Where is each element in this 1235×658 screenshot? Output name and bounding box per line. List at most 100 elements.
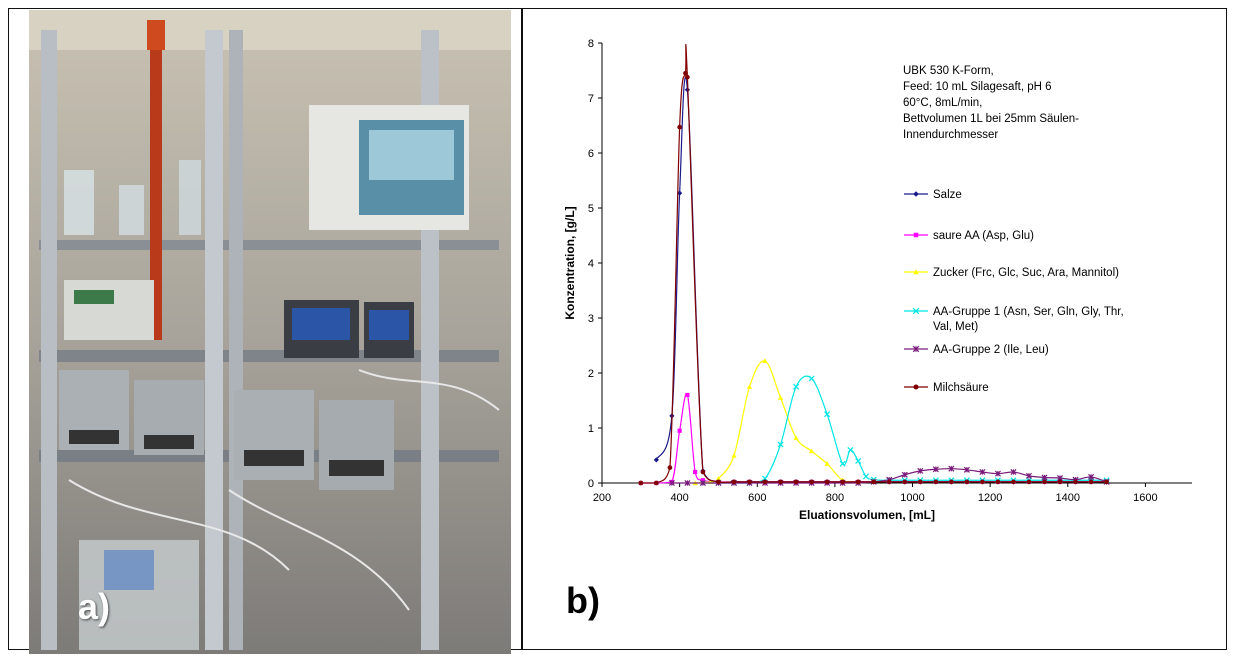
data-point [964,479,970,485]
data-point [995,479,1001,485]
data-point [1011,479,1016,485]
data-point [963,466,970,473]
data-point [855,479,861,485]
legend-item: AA-Gruppe 1 (Asn, Ser, Gln, Gly, Thr, Val… [904,306,1124,333]
data-point [699,479,706,487]
legend-label: Salze [933,189,962,201]
data-point [731,452,737,458]
data-point [746,384,753,389]
data-point [731,479,737,485]
legend-marker [913,191,919,197]
x-tick-label: 400 [670,492,688,504]
panel-a-label: a) [78,586,111,627]
data-point [667,465,673,470]
data-point [685,392,690,398]
data-point [700,478,706,483]
data-point [693,469,698,475]
data-point [762,479,768,485]
data-point [949,479,954,485]
data-point [824,479,830,485]
series-3 [699,375,1110,487]
x-tick-label: 1000 [900,492,924,504]
data-point [1026,479,1032,485]
data-point [917,479,923,485]
legend-item: Milchsäure [904,382,989,394]
annotation-line: Innendurchmesser [903,129,998,141]
data-point [886,479,892,485]
series-0 [653,76,1110,485]
panel-b-label: b) [566,580,600,621]
data-point [677,124,682,130]
data-point [809,479,814,485]
series-line [702,375,1107,484]
data-point [824,461,830,466]
legend-marker [913,384,919,390]
annotation-line: UBK 530 K-Form, [903,65,994,77]
data-point [902,479,908,485]
data-point [793,435,799,440]
data-point [638,480,644,486]
legend-marker [913,269,919,275]
y-axis-title: Konzentration, [g/L] [563,206,577,319]
annotation-line: Bettvolumen 1L bei 25mm Säulen- [903,113,1079,125]
data-point [840,479,845,485]
data-point [777,441,784,448]
chart-axes: 0 1 2 3 4 5 6 7 8 200 400 600 800 1000 1200 1400 1600 Elu… [563,38,1192,522]
data-point [684,479,691,487]
data-point [980,479,985,485]
y-tick-label: 3 [588,313,594,325]
data-point [979,468,986,476]
data-point [839,460,846,467]
data-point [685,74,690,80]
x-tick-label: 800 [826,492,844,504]
series-line [640,44,1107,484]
legend-item: AA-Gruppe 2 (Ile, Leu) [904,344,1049,356]
data-point [700,469,706,475]
data-point [994,470,1001,477]
data-point [917,467,924,474]
series-line [655,76,1107,483]
legend-item: Zucker (Frc, Glc, Suc, Ara, Mannitol) [904,267,1119,279]
legend-marker [912,345,920,353]
legend-label: Zucker (Frc, Glc, Suc, Ara, Mannitol) [933,267,1119,279]
y-tick-label: 8 [588,38,594,50]
chromatogram-chart: 0 1 2 3 4 5 6 7 8 200 400 600 800 1000 1200 1400 1600 Elu… [563,38,1192,522]
data-point [1025,472,1032,479]
data-point [933,479,939,485]
data-point [1088,473,1095,480]
x-tick-label: 1200 [978,492,1002,504]
lab-equipment-photo [29,10,511,654]
photo-illustration [29,10,511,654]
series-5 [638,44,1109,486]
data-point [793,383,800,390]
data-point [932,466,939,473]
data-point [1041,474,1048,481]
legend-item: saure AA (Asp, Glu) [904,230,1034,242]
data-point [715,476,722,481]
data-point [777,395,784,400]
data-point [847,446,854,454]
y-tick-label: 2 [588,368,594,380]
figure-frame [8,8,1227,650]
legend-marker [913,232,919,238]
data-point [677,428,682,433]
data-point [824,411,831,418]
data-point [747,479,752,485]
legend-label: Milchsäure [933,382,989,394]
panel-divider [521,8,523,650]
data-point [716,479,721,485]
data-point [809,448,815,454]
data-point [871,479,877,485]
data-point [1088,479,1094,485]
chart-series [638,44,1110,487]
data-point [808,375,815,382]
x-tick-label: 1400 [1056,492,1080,504]
data-point [1010,468,1017,476]
data-point [762,358,768,363]
chart-annotation: UBK 530 K-Form, Feed: 10 mL Silagesaft, p… [903,65,1079,141]
series-2 [692,358,861,486]
data-point [862,473,869,480]
data-point [778,479,783,485]
data-point [683,70,688,76]
legend-item: Salze [904,189,962,201]
